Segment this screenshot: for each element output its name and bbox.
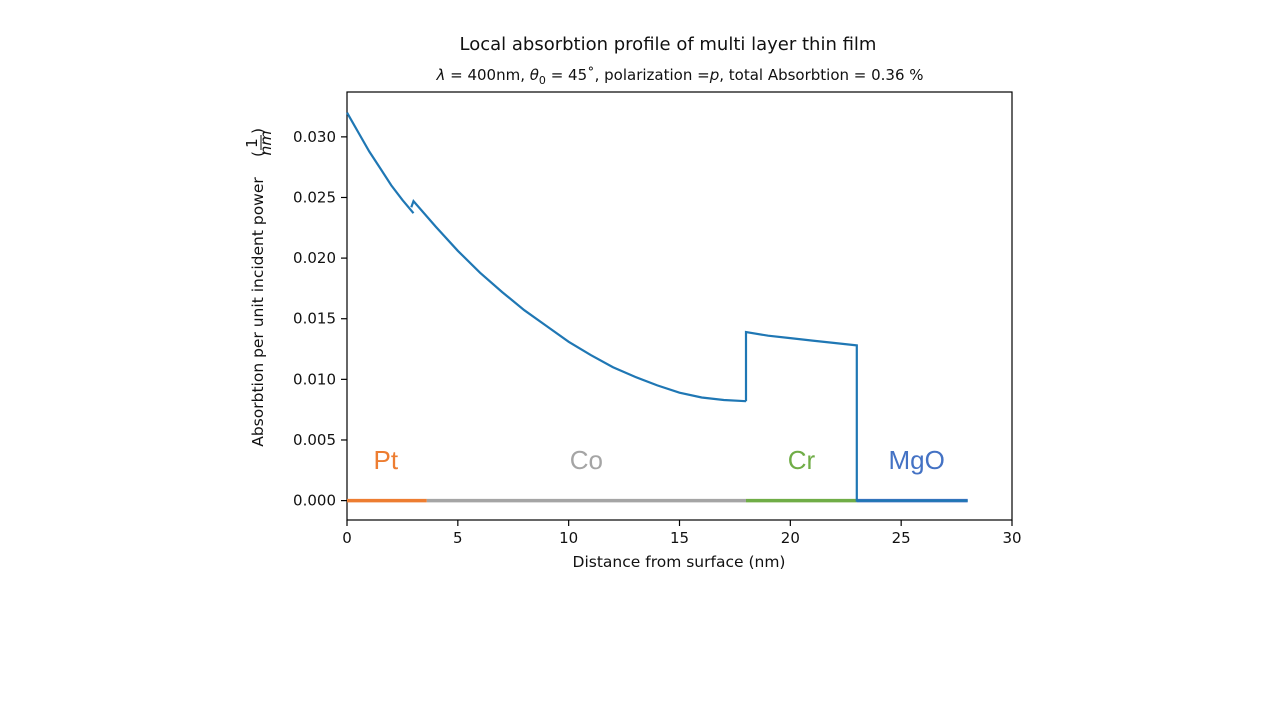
layer-label-co: Co [570,445,603,475]
subtitle-theta: θ [530,66,539,84]
subtitle-theta-sub: 0 [539,74,546,87]
subtitle-lambda-value: = 400nm, [445,66,529,84]
chart-subtitle: λ = 400nm, θ0 = 45˚, polarization =p, to… [435,66,923,87]
x-axis-ticks: 0 5 10 15 20 25 30 [342,520,1022,547]
layer-label-pt: Pt [374,445,399,475]
series-line-segment [744,330,968,502]
y-axis-ticks: 0.000 0.005 0.010 0.015 0.020 0.025 0.030 [293,128,347,510]
x-tick-label: 30 [1002,529,1021,547]
y-axis-label: Absorbtion per unit incident power ( 1 n… [243,128,275,447]
layer-labels: Pt Co Cr MgO [374,445,945,475]
y-axis-label-text: Absorbtion per unit incident power [249,177,267,447]
x-tick-label: 0 [342,529,352,547]
subtitle-polarization: p [709,66,720,84]
y-tick-label: 0.010 [293,370,336,388]
x-tick-label: 15 [670,529,689,547]
y-axis-label-paren-open: ( [249,151,267,157]
x-tick-label: 10 [559,529,578,547]
layer-label-mgo: MgO [889,445,945,475]
y-tick-label: 0.020 [293,249,336,267]
y-tick-label: 0.000 [293,492,336,510]
y-tick-label: 0.005 [293,431,336,449]
absorption-line [346,112,968,502]
x-tick-label: 20 [781,529,800,547]
x-tick-label: 25 [892,529,911,547]
y-axis-unit-numerator: 1 [243,138,261,148]
y-tick-label: 0.025 [293,188,336,206]
subtitle-lambda: λ [435,66,445,84]
layer-label-cr: Cr [788,445,816,475]
y-axis-label-paren-close: ) [249,128,267,134]
y-tick-label: 0.015 [293,310,336,328]
y-axis-unit-denominator: nm [257,131,275,156]
chart-title: Local absorbtion profile of multi layer … [460,34,877,55]
subtitle-theta-value: = 45˚, polarization = [546,66,710,84]
x-axis-label: Distance from surface (nm) [573,553,786,571]
series-line-segment [410,198,747,403]
subtitle-total-absorption: , total Absorbtion = 0.36 % [719,66,923,84]
y-tick-label: 0.030 [293,128,336,146]
series-line-segment [346,112,415,214]
x-tick-label: 5 [453,529,463,547]
